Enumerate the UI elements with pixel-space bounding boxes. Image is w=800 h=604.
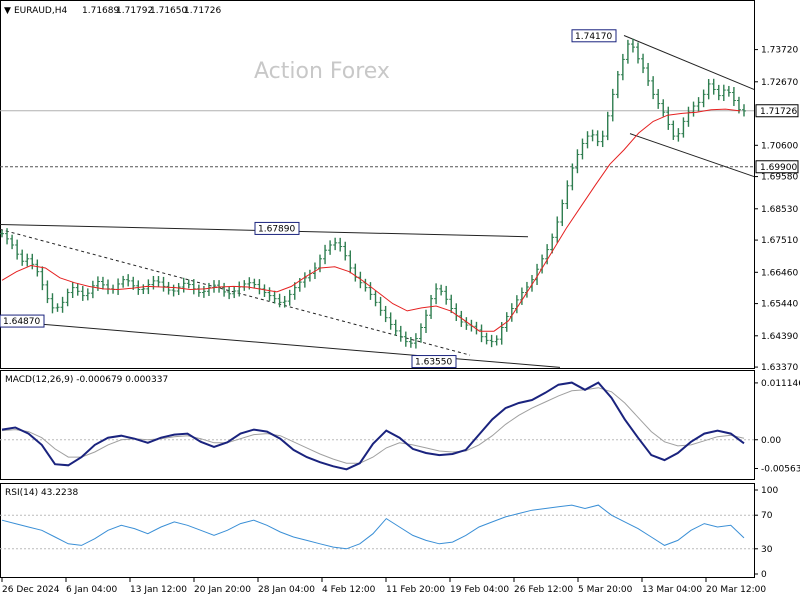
time-tick-label: 5 Mar 20:00	[578, 585, 633, 595]
time-tick-label: 11 Feb 20:00	[386, 585, 445, 595]
trendline-lower-channel	[0, 320, 561, 368]
header-open: 1.71689	[82, 6, 119, 16]
time-tick-label: 20 Jan 20:00	[194, 585, 251, 595]
header-low: 1.71650	[150, 6, 187, 16]
price-pane-frame	[0, 0, 755, 369]
price-tick-label: 1.70600	[761, 141, 798, 151]
time-tick-label: 19 Feb 04:00	[450, 585, 509, 595]
rsi-tick-label: 0	[761, 570, 767, 580]
price-tick-label: 1.67510	[761, 236, 798, 246]
time-tick-label: 13 Jan 12:00	[130, 585, 187, 595]
annotation-box	[411, 355, 457, 369]
price-annotations: 1.74170 1.67890 1.64870 1.63550	[0, 29, 617, 369]
macd-signal-line	[1, 387, 745, 464]
time-tick-label: 26 Feb 12:00	[514, 585, 573, 595]
trendline-recent-upper	[623, 35, 755, 90]
annotation-box	[571, 29, 617, 43]
time-axis: 26 Dec 2024 6 Jan 04:00 13 Jan 12:00 20 Jan…	[1, 578, 766, 595]
time-tick-label: 28 Jan 04:00	[258, 585, 315, 595]
annotation-box	[254, 221, 300, 235]
annotation-label: 1.63550	[415, 358, 452, 368]
price-tick-label: 1.66460	[761, 268, 798, 278]
trendlines	[0, 35, 755, 368]
price-tick-label: 1.64390	[761, 332, 798, 342]
rsi-plot: 100 70 30 0	[0, 486, 778, 580]
price-bars	[0, 38, 746, 349]
rsi-pane-frame	[0, 483, 755, 578]
rsi-tick-label: 100	[761, 486, 778, 496]
price-tick-label: 1.63370	[761, 363, 798, 373]
annotation-label: 1.64870	[3, 317, 40, 327]
trendline-recent-lower	[629, 133, 755, 178]
moving-average	[1, 108, 741, 332]
ma-line	[1, 108, 741, 332]
annotation-box	[0, 314, 45, 328]
header-close: 1.71726	[184, 6, 221, 16]
header-symbol: EURAUD,H4	[14, 6, 67, 16]
macd-tick-label: -0.005639	[761, 465, 800, 475]
time-tick-label: 6 Jan 04:00	[66, 585, 118, 595]
time-tick-label: 26 Dec 2024	[2, 585, 60, 595]
rsi-line	[1, 504, 745, 550]
time-tick-label: 20 Mar 12:00	[706, 585, 766, 595]
rsi-label: RSI(14) 43.2238	[5, 488, 78, 498]
time-tick-label: 13 Mar 04:00	[642, 585, 702, 595]
price-tick-label: 1.65440	[761, 300, 798, 310]
macd-label: MACD(12,26,9) -0.000679 0.000337	[5, 375, 168, 385]
watermark: Action Forex	[254, 59, 390, 84]
price-tick-label: 1.69580	[761, 173, 798, 183]
annotation-label: 1.74170	[575, 32, 612, 42]
rsi-tick-label: 30	[761, 545, 773, 555]
header-arrow: ▼	[4, 6, 11, 16]
macd-line	[1, 381, 745, 471]
rsi-tick-label: 70	[761, 511, 773, 521]
price-tick-label: 1.68530	[761, 205, 798, 215]
price-tick-label: 1.73720	[761, 46, 798, 56]
support-level-tag-box	[755, 160, 799, 174]
header-high: 1.71792	[116, 6, 153, 16]
price-levels: 1.71726 1.69900	[0, 104, 799, 174]
macd-tick-label: 0.011146	[761, 379, 800, 389]
price-axis: 1.73720 1.72670 1.70600 1.69580 1.68530 1.675…	[754, 46, 798, 373]
price-tick-label: 1.72670	[761, 78, 798, 88]
macd-tick-label: 0.00	[761, 436, 781, 446]
support-level-tag: 1.69900	[760, 163, 797, 173]
current-price-tag: 1.71726	[760, 107, 797, 117]
macd-pane-frame	[0, 370, 755, 480]
trendline-falling-wedge-dash	[0, 228, 471, 356]
time-tick-label: 4 Feb 12:00	[322, 585, 376, 595]
current-price-tag-box	[755, 104, 799, 118]
annotation-label: 1.67890	[258, 224, 295, 234]
macd-plot: 0.011146 0.00 -0.005639	[0, 379, 800, 475]
